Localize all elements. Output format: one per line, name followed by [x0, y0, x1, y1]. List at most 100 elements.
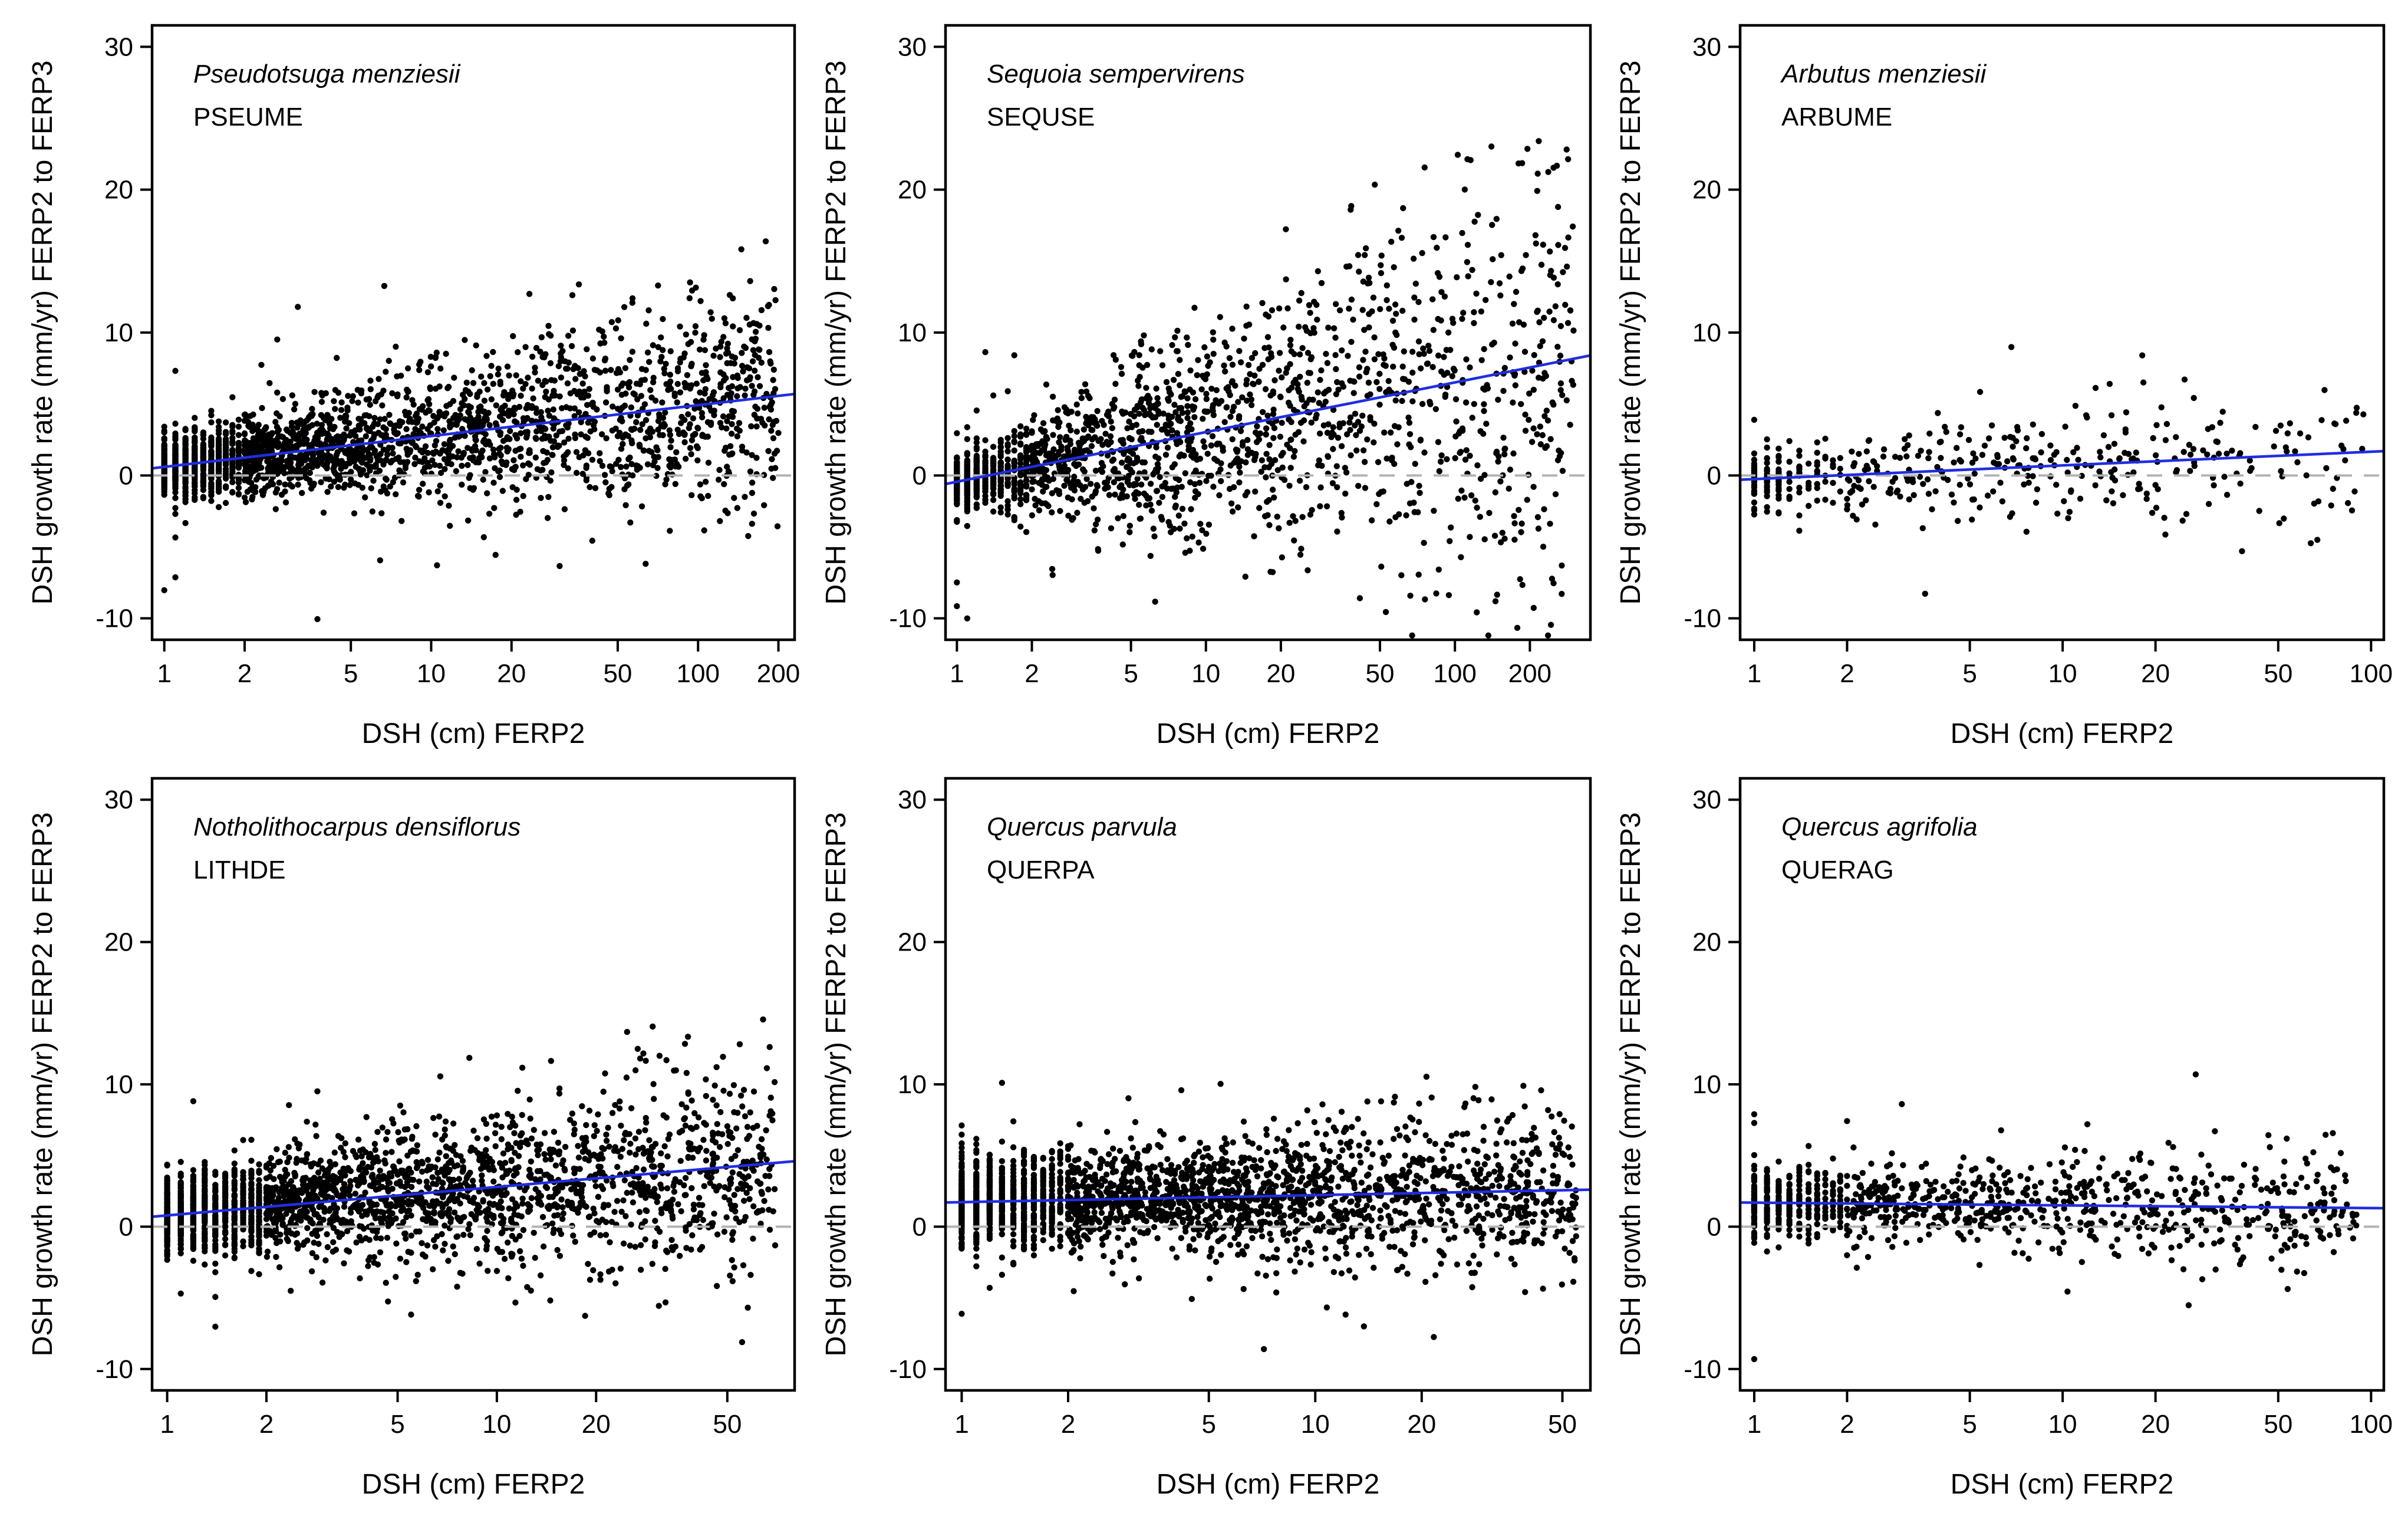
data-point: [523, 434, 530, 441]
data-point: [700, 336, 707, 343]
data-point: [1247, 371, 1253, 377]
data-point: [1511, 301, 1517, 307]
data-point: [1270, 406, 1277, 413]
data-point: [1555, 242, 1562, 248]
data-point: [964, 615, 971, 622]
data-point: [1209, 433, 1216, 439]
data-point: [1136, 352, 1142, 359]
data-point: [172, 420, 179, 427]
data-point: [1471, 401, 1477, 407]
data-point: [973, 407, 980, 414]
data-point: [1451, 367, 1458, 374]
data-point: [235, 491, 242, 497]
data-point: [208, 491, 215, 498]
data-point: [546, 412, 553, 419]
data-point: [470, 485, 477, 491]
data-point: [270, 442, 276, 449]
data-point: [1547, 521, 1553, 527]
y-tick-label: 0: [119, 461, 133, 490]
data-point: [1167, 529, 1174, 535]
data-point: [1266, 522, 1273, 528]
data-point: [1356, 427, 1363, 434]
data-point: [1445, 592, 1452, 598]
data-point: [1406, 419, 1413, 426]
data-point: [651, 458, 658, 465]
data-point: [1049, 572, 1056, 578]
data-point: [1259, 361, 1266, 368]
data-point: [699, 432, 706, 438]
data-point: [1203, 478, 1210, 484]
data-point: [1280, 324, 1287, 331]
data-point: [1906, 496, 1912, 503]
data-point: [990, 485, 997, 492]
data-point: [770, 435, 777, 442]
data-point: [1071, 461, 1078, 468]
data-point: [990, 508, 997, 515]
data-point: [773, 417, 780, 424]
data-point: [1168, 391, 1174, 398]
data-point: [241, 494, 248, 501]
data-point: [1814, 481, 1820, 488]
data-point: [1956, 482, 1963, 488]
data-point: [301, 440, 307, 447]
data-point: [1200, 545, 1207, 552]
data-point: [1011, 495, 1017, 502]
data-point: [1150, 525, 1157, 532]
data-point: [367, 457, 374, 464]
data-point: [1217, 314, 1223, 320]
data-point: [1543, 407, 1550, 414]
data-point: [383, 369, 389, 375]
data-point: [222, 473, 229, 481]
data-point: [709, 392, 716, 399]
data-point: [990, 491, 997, 498]
scatter-points: [954, 138, 1577, 639]
data-point: [1471, 320, 1477, 327]
data-point: [1131, 348, 1138, 356]
x-axis-title: DSH (cm) FERP2: [1157, 718, 1380, 749]
data-point: [690, 415, 697, 422]
data-point: [365, 396, 373, 402]
data-point: [1381, 429, 1388, 436]
data-point: [363, 433, 369, 440]
x-tick-label: 20: [1266, 659, 1295, 688]
data-point: [731, 360, 737, 367]
data-point: [1243, 459, 1249, 466]
data-point: [1004, 448, 1011, 455]
data-point: [1855, 477, 1862, 484]
data-point: [1184, 395, 1191, 402]
data-point: [382, 475, 389, 482]
data-point: [1972, 455, 1979, 462]
data-point: [2344, 500, 2351, 507]
data-point: [1956, 431, 1964, 438]
data-point: [253, 476, 260, 483]
data-point: [1335, 435, 1342, 441]
data-point: [351, 510, 358, 517]
data-point: [1471, 218, 1478, 225]
data-point: [437, 499, 444, 506]
data-point: [1398, 235, 1405, 241]
data-point: [1162, 452, 1170, 458]
data-point: [643, 367, 649, 373]
data-point: [1491, 340, 1497, 346]
data-point: [1392, 397, 1399, 404]
data-point: [215, 504, 222, 511]
data-point: [1452, 433, 1459, 440]
data-point: [1124, 463, 1130, 471]
data-point: [497, 381, 503, 387]
data-point: [1058, 469, 1064, 476]
data-point: [1023, 461, 1030, 468]
data-point: [629, 300, 636, 306]
data-point: [1253, 439, 1260, 445]
data-point: [350, 393, 356, 400]
data-point: [627, 357, 633, 363]
data-point: [466, 423, 473, 430]
data-point: [1471, 309, 1477, 315]
data-point: [258, 465, 265, 471]
data-point: [1184, 403, 1191, 409]
data-point: [1136, 429, 1142, 435]
x-tick-label: 20: [497, 659, 526, 688]
data-point: [1999, 498, 2006, 505]
data-point: [302, 466, 308, 472]
data-point: [1023, 495, 1030, 501]
data-point: [1287, 436, 1294, 443]
